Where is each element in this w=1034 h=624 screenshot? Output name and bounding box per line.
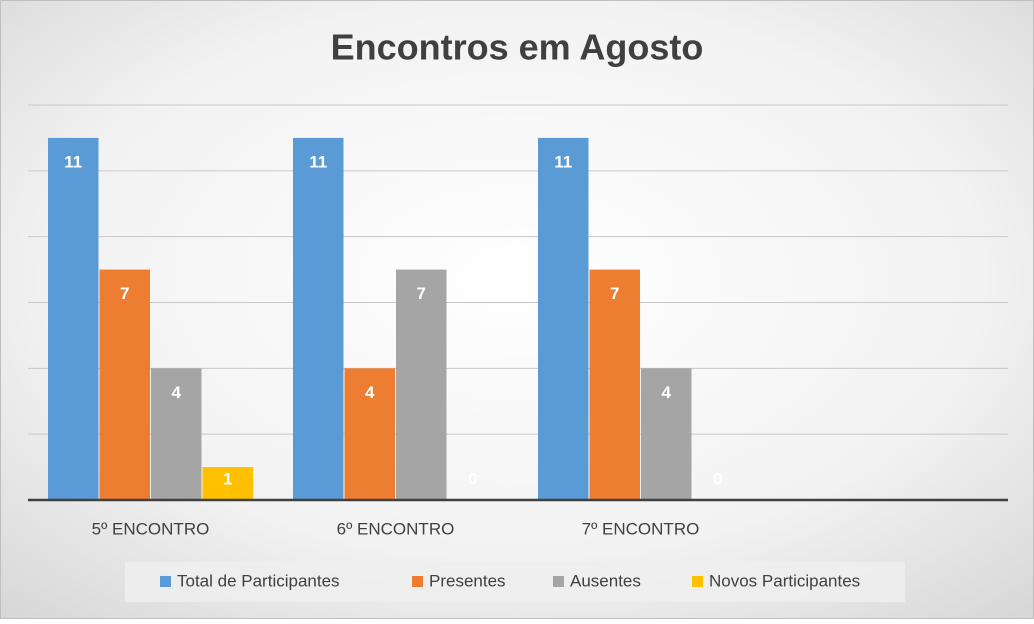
bar bbox=[151, 368, 202, 500]
bar bbox=[396, 269, 447, 500]
bar bbox=[99, 269, 150, 500]
data-label: 4 bbox=[662, 383, 672, 402]
x-tick-label: 6º ENCONTRO bbox=[337, 519, 455, 538]
legend-swatch bbox=[692, 576, 703, 587]
legend-swatch bbox=[412, 576, 423, 587]
bar bbox=[589, 269, 640, 500]
data-label: 0 bbox=[713, 469, 722, 488]
data-label: 7 bbox=[120, 284, 129, 303]
data-label: 11 bbox=[64, 152, 82, 171]
legend-label: Novos Participantes bbox=[709, 571, 860, 590]
data-label: 11 bbox=[554, 152, 572, 171]
data-label: 7 bbox=[417, 284, 426, 303]
x-tick-label: 7º ENCONTRO bbox=[582, 519, 700, 538]
data-label: 1 bbox=[223, 469, 232, 488]
bar bbox=[48, 137, 99, 500]
data-label: 7 bbox=[610, 284, 619, 303]
legend-swatch bbox=[160, 576, 171, 587]
legend-label: Total de Participantes bbox=[177, 571, 340, 590]
x-tick-label: 5º ENCONTRO bbox=[92, 519, 210, 538]
legend-box bbox=[125, 562, 905, 602]
legend-label: Ausentes bbox=[570, 571, 641, 590]
legend-swatch bbox=[553, 576, 564, 587]
data-label: 11 bbox=[309, 152, 327, 171]
data-label: 4 bbox=[365, 383, 375, 402]
bar bbox=[538, 137, 589, 500]
chart-title: Encontros em Agosto bbox=[331, 27, 704, 68]
data-label: 0 bbox=[468, 469, 477, 488]
bar bbox=[344, 368, 395, 500]
bar bbox=[641, 368, 692, 500]
bar bbox=[202, 467, 253, 500]
bar bbox=[293, 137, 344, 500]
legend-label: Presentes bbox=[429, 571, 506, 590]
data-label: 4 bbox=[172, 383, 182, 402]
